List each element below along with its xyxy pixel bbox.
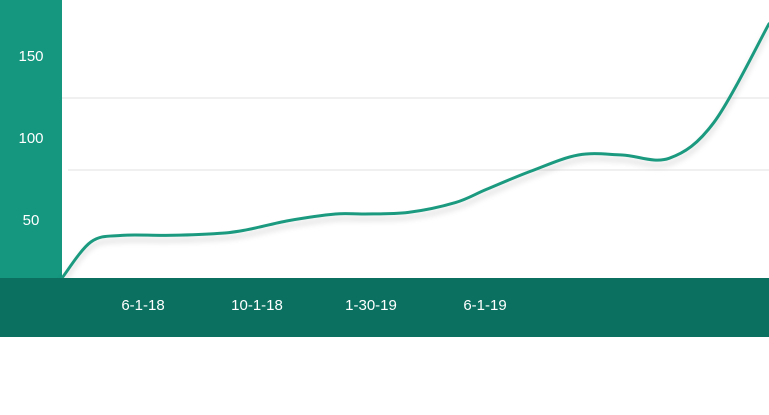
x-tick-label: 1-30-19: [345, 297, 397, 314]
y-tick-label: 100: [18, 130, 44, 147]
series-line: [60, 22, 769, 278]
x-tick-label: 6-1-18: [121, 297, 165, 314]
y-axis-band: [0, 0, 62, 278]
x-tick-label: 10-1-18: [231, 297, 283, 314]
y-tick-label: 50: [22, 212, 40, 229]
x-tick-label: 6-1-19: [463, 297, 507, 314]
line-chart: [60, 22, 769, 278]
y-tick-label: 150: [18, 48, 44, 65]
x-axis-band: [0, 278, 769, 337]
